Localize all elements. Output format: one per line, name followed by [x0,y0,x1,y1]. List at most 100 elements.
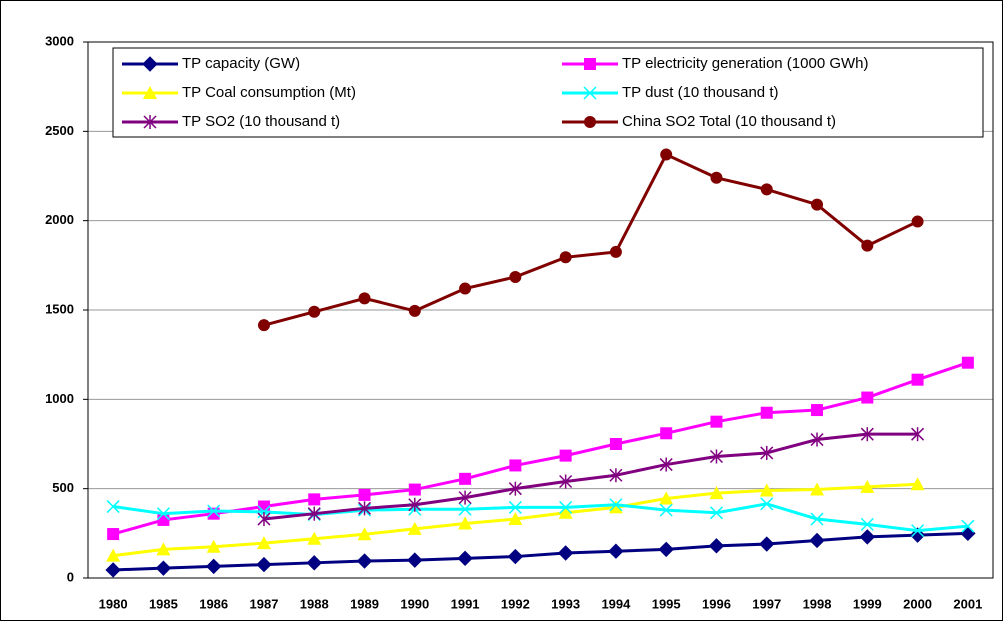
marker [910,477,925,491]
marker-shape [358,292,371,305]
marker [205,558,222,575]
x-tick-label: 1980 [99,596,128,611]
marker-shape [308,493,321,506]
marker [207,504,221,518]
marker [408,304,421,317]
marker [911,373,924,386]
marker-shape [407,521,422,535]
marker-shape [911,373,924,386]
series-line [263,432,918,521]
marker [583,86,597,100]
marker-shape [156,542,171,556]
marker [307,531,322,545]
marker [608,543,624,559]
marker [142,56,158,72]
x-tick-label: 1986 [199,596,228,611]
marker-shape [583,86,597,100]
legend-label: China SO2 Total (10 thousand t) [622,113,836,130]
legend-item: TP SO2 (10 thousand t) [122,113,340,130]
marker [708,538,725,554]
marker-shape [811,198,824,211]
y-tick-label: 3000 [45,33,74,48]
marker [760,406,773,419]
marker [609,468,623,483]
legend-label: TP SO2 (10 thousand t) [182,113,340,130]
marker-shape [659,491,674,505]
marker-shape [508,500,522,514]
marker [609,245,622,258]
legend: TP capacity (GW) TP electricity generatio… [112,47,984,138]
marker [811,198,824,211]
marker [508,500,522,514]
marker-shape [810,482,825,496]
marker-shape [609,498,623,512]
marker [156,542,171,556]
marker [710,415,723,428]
marker [256,556,272,573]
marker-shape [961,519,975,533]
legend-item: China SO2 Total (10 thousand t) [562,113,836,130]
marker-shape [307,531,322,545]
marker [408,497,422,512]
marker [660,427,673,440]
marker [407,521,422,535]
marker [407,552,423,568]
marker [155,560,172,576]
marker [760,497,774,511]
marker-shape [559,500,573,514]
marker [459,472,472,485]
marker-shape [106,548,121,562]
marker-shape [559,449,572,462]
marker-shape [256,536,271,550]
x-tick-label: 1996 [702,596,731,611]
marker-shape [860,517,874,531]
marker [709,486,724,500]
marker [759,483,774,497]
marker-shape [911,215,924,228]
marker-shape [408,304,421,317]
marker [458,490,472,505]
marker [107,528,120,541]
marker [257,319,270,332]
marker [509,459,522,472]
legend-label: TP electricity generation (1000 GWh) [622,55,869,72]
legend-item: TP capacity (GW) [122,55,300,72]
marker [609,438,622,450]
marker-shape [459,282,472,295]
y-tick-label: 0 [67,569,74,584]
marker-shape [357,527,372,541]
marker [207,507,220,520]
marker [760,183,773,196]
x-tick-label: 1991 [451,596,480,611]
series-line [112,361,969,536]
legend-label: TP capacity (GW) [182,55,300,72]
marker-shape [458,516,473,530]
marker-shape [155,560,172,576]
legend-box [112,47,984,138]
marker [508,512,523,526]
legend-label: TP dust (10 thousand t) [622,84,778,101]
marker [358,488,371,501]
marker [357,501,372,516]
x-tick-label: 2001 [953,596,982,611]
y-tick-label: 500 [52,480,74,495]
legend-item: TP dust (10 thousand t) [562,84,778,101]
marker-shape [509,270,522,283]
marker-shape [157,513,170,526]
marker [911,524,925,538]
marker [659,457,673,472]
marker [459,282,472,295]
legend-label: TP Coal consumption (Mt) [182,84,356,101]
marker-shape [658,541,674,558]
marker-shape [709,506,724,520]
marker [911,427,925,442]
marker [143,86,157,99]
marker [559,474,573,489]
marker [584,116,596,128]
marker [106,548,121,562]
marker [911,215,924,228]
marker-shape [107,528,120,541]
marker-shape [308,305,321,318]
marker-shape [961,356,974,369]
marker-shape [257,319,270,332]
